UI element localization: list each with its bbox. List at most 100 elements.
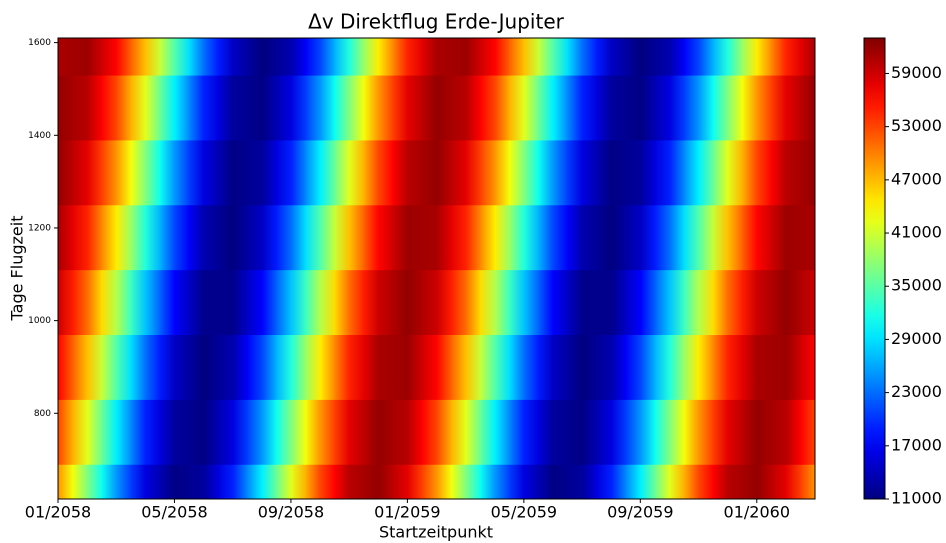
x-tick-label: 01/2059 — [374, 503, 440, 522]
heatmap-cell — [58, 464, 74, 499]
heatmap-cell — [654, 464, 685, 499]
heatmap-cell — [480, 334, 510, 400]
heatmap-cell — [625, 139, 656, 206]
heatmap-cell — [58, 38, 74, 76]
colorbar-tick-label: 23000 — [891, 382, 942, 401]
heatmap-cell — [101, 269, 132, 336]
heatmap-cell — [305, 464, 336, 499]
heatmap-cell — [742, 269, 772, 336]
heatmap-cell — [421, 399, 452, 465]
heatmap-cell — [596, 464, 627, 499]
heatmap-cell — [654, 334, 685, 400]
heatmap-cell — [159, 38, 190, 76]
heatmap-cell — [451, 139, 481, 206]
heatmap-cell — [305, 139, 336, 206]
heatmap-cell — [567, 139, 598, 206]
heatmap-cell — [305, 38, 336, 76]
heatmap-cell — [305, 75, 336, 141]
heatmap-cell — [247, 204, 277, 271]
x-tick-label: 09/2058 — [258, 503, 324, 522]
heatmap-cell — [218, 269, 248, 336]
heatmap-cell — [771, 204, 801, 271]
heatmap-cell — [130, 464, 161, 499]
heatmap-cell — [654, 399, 685, 465]
heatmap-cell — [218, 38, 248, 76]
x-tick-label: 09/2059 — [607, 503, 673, 522]
heatmap-cell — [421, 38, 452, 76]
heatmap-cell — [72, 464, 103, 499]
heatmap-cell — [276, 269, 306, 336]
heatmap-cell — [451, 75, 481, 141]
heatmap-cell — [334, 269, 365, 336]
heatmap-cell — [72, 75, 103, 141]
heatmap-cell — [305, 399, 336, 465]
heatmap-cell — [363, 38, 394, 76]
heatmap-cell — [58, 139, 74, 206]
heatmap-cell — [509, 269, 539, 336]
heatmap-cell — [101, 139, 132, 206]
heatmap-cell — [683, 75, 714, 141]
heatmap-cell — [247, 139, 277, 206]
heatmap-cell — [654, 204, 685, 271]
heatmap-cell — [596, 75, 627, 141]
y-tick-label: 1200 — [28, 223, 51, 233]
heatmap-cell — [509, 38, 539, 76]
heatmap-cell — [421, 139, 452, 206]
y-tick-label: 1600 — [28, 38, 51, 48]
heatmap-cell — [247, 38, 277, 76]
colorbar-tick-label: 41000 — [891, 223, 942, 242]
heatmap-cell — [218, 204, 248, 271]
heatmap-cell — [538, 464, 569, 499]
heatmap-cell — [218, 139, 248, 206]
heatmap-cell — [58, 399, 74, 465]
heatmap-cell — [334, 334, 365, 400]
heatmap-cell — [567, 464, 598, 499]
heatmap-cell — [392, 269, 423, 336]
heatmap-cell — [130, 204, 161, 271]
heatmap-cell — [625, 204, 656, 271]
heatmap-cell — [276, 139, 306, 206]
heatmap-cell — [538, 38, 569, 76]
heatmap-cell — [683, 334, 714, 400]
heatmap-cell — [800, 334, 815, 400]
heatmap-cell — [189, 38, 219, 76]
heatmap-cell — [625, 269, 656, 336]
heatmap-cell — [713, 399, 743, 465]
heatmap-cell — [334, 75, 365, 141]
heatmap-cell — [58, 269, 74, 336]
heatmap-cell — [189, 399, 219, 465]
heatmap-cell — [58, 204, 74, 271]
heatmap-cell — [683, 204, 714, 271]
x-tick-label: 05/2058 — [141, 503, 207, 522]
heatmap-cell — [713, 464, 743, 499]
heatmap-cell — [451, 334, 481, 400]
heatmap-cell — [72, 204, 103, 271]
heatmap-cell — [189, 204, 219, 271]
heatmap-cell — [509, 464, 539, 499]
heatmap-cell — [509, 204, 539, 271]
heatmap-cell — [421, 334, 452, 400]
heatmap-cell — [72, 139, 103, 206]
heatmap-cell — [771, 334, 801, 400]
heatmap-cell — [713, 38, 743, 76]
heatmap-cell — [596, 269, 627, 336]
heatmap-cell — [742, 75, 772, 141]
heatmap-cell — [363, 75, 394, 141]
heatmap-cell — [101, 464, 132, 499]
colorbar-tick-label: 47000 — [891, 169, 942, 188]
heatmap-cell — [509, 139, 539, 206]
heatmap-cell — [72, 38, 103, 76]
heatmap-cell — [159, 139, 190, 206]
heatmap-cell — [625, 38, 656, 76]
heatmap-cell — [771, 399, 801, 465]
heatmap-cell — [247, 75, 277, 141]
heatmap-cell — [159, 269, 190, 336]
colorbar-tick-label: 59000 — [891, 63, 942, 82]
heatmap-cell — [509, 334, 539, 400]
heatmap-cell — [742, 334, 772, 400]
heatmap-cell — [480, 75, 510, 141]
heatmap-cell — [800, 75, 815, 141]
heatmap-cell — [625, 334, 656, 400]
heatmap-cell — [771, 139, 801, 206]
